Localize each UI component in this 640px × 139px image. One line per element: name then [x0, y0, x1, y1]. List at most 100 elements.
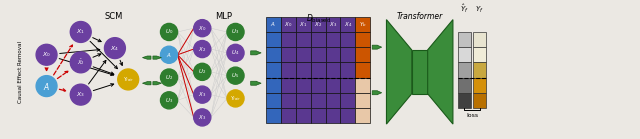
- Bar: [340, 78, 355, 93]
- Text: $X_1$: $X_1$: [76, 28, 85, 36]
- Circle shape: [36, 76, 57, 96]
- Polygon shape: [372, 45, 381, 49]
- Bar: [355, 47, 371, 62]
- Text: $Y_f$: $Y_f$: [476, 5, 484, 15]
- Polygon shape: [428, 20, 453, 124]
- Text: $A$: $A$: [166, 51, 172, 59]
- Bar: [296, 47, 310, 62]
- Bar: [340, 32, 355, 47]
- Bar: [326, 47, 340, 62]
- Bar: [326, 78, 340, 93]
- Circle shape: [36, 44, 57, 65]
- Circle shape: [194, 40, 211, 58]
- Circle shape: [161, 69, 177, 86]
- Text: $U_5$: $U_5$: [232, 71, 239, 80]
- Circle shape: [70, 52, 91, 73]
- Text: Transformer: Transformer: [397, 12, 443, 21]
- Bar: [326, 62, 340, 78]
- Bar: [458, 47, 471, 62]
- Bar: [296, 32, 310, 47]
- Text: $X_3$: $X_3$: [329, 20, 337, 29]
- Circle shape: [227, 67, 244, 84]
- Bar: [310, 78, 326, 93]
- Bar: [310, 47, 326, 62]
- Text: $A$: $A$: [271, 20, 276, 28]
- Polygon shape: [372, 91, 381, 95]
- Text: $\bar{X}_2$: $\bar{X}_2$: [77, 57, 84, 67]
- Bar: [310, 17, 326, 32]
- Text: $Y_b$: $Y_b$: [359, 20, 367, 29]
- Bar: [266, 93, 281, 108]
- Bar: [458, 32, 471, 47]
- Text: $X_3$: $X_3$: [76, 90, 85, 99]
- Bar: [310, 108, 326, 123]
- Bar: [340, 108, 355, 123]
- Polygon shape: [251, 51, 261, 55]
- Text: $X_2$: $X_2$: [198, 45, 206, 54]
- Circle shape: [118, 69, 139, 90]
- Text: $Y_{fair}$: $Y_{fair}$: [123, 75, 134, 84]
- Bar: [340, 47, 355, 62]
- Text: $X_4$: $X_4$: [110, 44, 120, 53]
- Bar: [458, 93, 471, 108]
- Bar: [326, 93, 340, 108]
- Bar: [355, 62, 371, 78]
- Circle shape: [227, 90, 244, 107]
- Text: $D_{\mathrm{biased}}$: $D_{\mathrm{biased}}$: [306, 12, 331, 24]
- Bar: [296, 62, 310, 78]
- Circle shape: [161, 23, 177, 40]
- Text: $\hat{Y}_f$: $\hat{Y}_f$: [460, 2, 468, 15]
- Text: $X_0$: $X_0$: [198, 24, 206, 33]
- Text: $A$: $A$: [43, 81, 50, 92]
- Bar: [266, 17, 281, 32]
- Bar: [281, 78, 296, 93]
- Bar: [355, 108, 371, 123]
- Bar: [266, 32, 281, 47]
- Bar: [310, 32, 326, 47]
- Text: $U_0$: $U_0$: [165, 28, 173, 36]
- Circle shape: [194, 20, 211, 37]
- Bar: [266, 108, 281, 123]
- Text: SCM: SCM: [105, 12, 123, 21]
- Bar: [340, 62, 355, 78]
- Circle shape: [161, 92, 177, 109]
- Text: $U_3$: $U_3$: [232, 28, 239, 36]
- Bar: [355, 78, 371, 93]
- Bar: [473, 93, 486, 108]
- Bar: [281, 17, 296, 32]
- Polygon shape: [387, 20, 412, 124]
- Bar: [296, 17, 310, 32]
- Bar: [458, 78, 471, 93]
- Circle shape: [194, 109, 211, 126]
- Circle shape: [70, 22, 91, 42]
- Bar: [340, 17, 355, 32]
- Bar: [266, 62, 281, 78]
- Bar: [281, 93, 296, 108]
- Polygon shape: [143, 82, 151, 85]
- Bar: [310, 62, 326, 78]
- Text: $U_4$: $U_4$: [231, 48, 239, 57]
- Text: loss: loss: [467, 113, 479, 118]
- Circle shape: [194, 63, 211, 80]
- Text: $U_2$: $U_2$: [165, 73, 173, 82]
- Text: $X_3$: $X_3$: [198, 113, 206, 122]
- Bar: [281, 47, 296, 62]
- Text: $U_3$: $U_3$: [165, 96, 173, 105]
- Bar: [281, 32, 296, 47]
- Circle shape: [227, 23, 244, 40]
- Text: $U_2$: $U_2$: [198, 67, 206, 76]
- Polygon shape: [153, 82, 161, 85]
- Bar: [266, 47, 281, 62]
- Text: $X_3$: $X_3$: [198, 90, 206, 99]
- Circle shape: [161, 46, 177, 63]
- Bar: [458, 62, 471, 78]
- Bar: [281, 62, 296, 78]
- Text: $Y_{fair}$: $Y_{fair}$: [230, 94, 241, 103]
- Circle shape: [194, 86, 211, 103]
- Text: $X_0$: $X_0$: [284, 20, 292, 29]
- Bar: [473, 62, 486, 78]
- Bar: [340, 93, 355, 108]
- Polygon shape: [143, 56, 151, 59]
- Circle shape: [70, 84, 91, 105]
- Text: $X_4$: $X_4$: [344, 20, 352, 29]
